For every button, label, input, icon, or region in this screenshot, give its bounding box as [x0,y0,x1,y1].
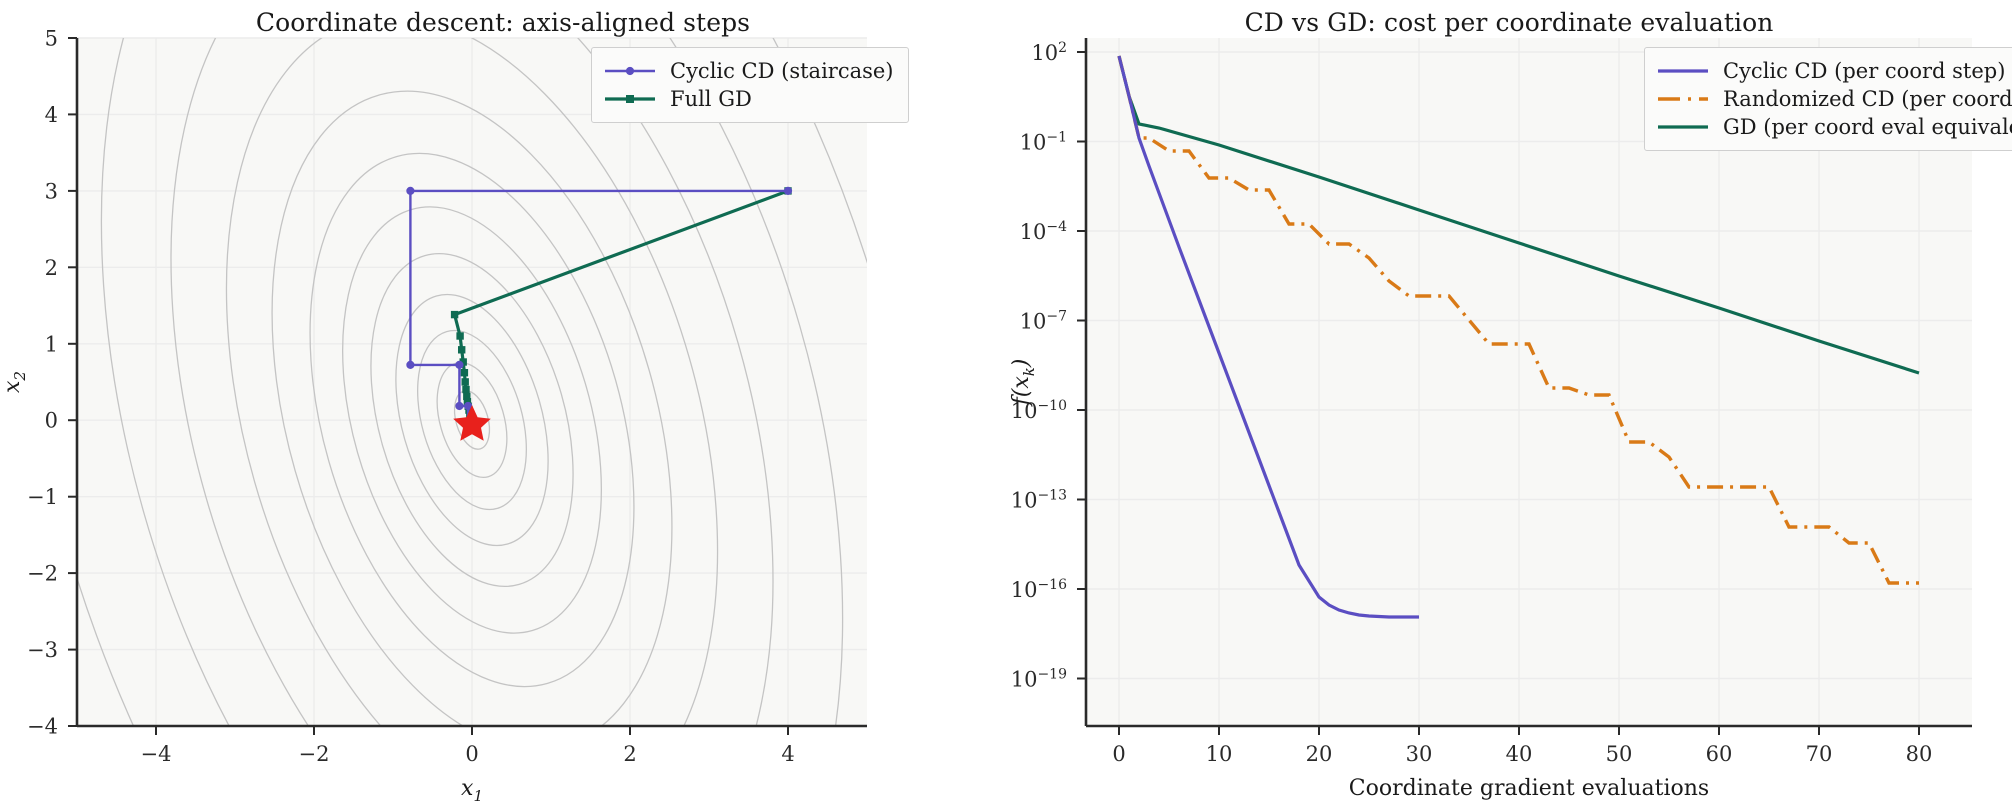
left-grid-vertical [155,38,789,726]
series-cyclic-cd-per-coord-step [1117,55,1419,619]
optimum-star-marker [453,405,491,441]
right-ylabel: f(xk) [1009,359,1038,408]
left-plot-panel: Coordinate descent: axis-aligned steps [0,8,909,805]
svg-text:1: 1 [45,332,58,356]
legend-item-gd-equivalent[interactable]: GD (per coord eval equivalent) [1656,113,2012,141]
legend-label-randomized-cd: Randomized CD (per coord step) [1723,86,2012,111]
right-grid-vertical [1118,38,1920,726]
svg-text:−4: −4 [27,715,58,739]
right-xlabel: Coordinate gradient evaluations [1349,776,1709,801]
svg-text:10: 10 [1206,742,1233,766]
svg-text:10−4: 10−4 [1020,219,1067,244]
legend-sample-randomized-cd [1658,97,1708,101]
legend-sample-cyclic-cd-step [1658,69,1708,73]
svg-text:0: 0 [1112,742,1125,766]
svg-text:10−16: 10−16 [1011,577,1067,602]
right-y-ticks: 102 10−1 10−4 10−7 10−10 10−13 10−16 10−… [1011,40,1086,692]
series-cyclic-cd [406,186,793,419]
left-xlabel: x1 [461,776,483,805]
svg-text:3: 3 [45,179,58,203]
right-plot-title: CD vs GD: cost per coordinate evaluation [1244,8,1774,37]
svg-text:4: 4 [45,103,58,127]
svg-text:10−7: 10−7 [1020,309,1067,334]
svg-text:20: 20 [1306,742,1333,766]
legend-item-cyclic-cd[interactable]: Cyclic CD (staircase) [603,57,894,85]
svg-text:−4: −4 [141,742,172,766]
svg-text:0: 0 [45,409,58,433]
legend-label-gd-equivalent: GD (per coord eval equivalent) [1723,114,2012,139]
series-randomized-cd [1117,55,1919,585]
svg-text:102: 102 [1031,40,1067,65]
right-plot-legend: Cyclic CD (per coord step) Randomized CD… [1644,47,2012,151]
left-plot-legend: Cyclic CD (staircase) Full GD [591,47,909,123]
svg-text:5: 5 [45,27,58,51]
left-axes: 5 4 3 2 1 0 −1 −2 −3 −4 − [0,27,867,805]
legend-label-cyclic-cd: Cyclic CD (staircase) [670,58,894,83]
svg-text:70: 70 [1806,742,1833,766]
svg-text:60: 60 [1706,742,1733,766]
svg-text:10−19: 10−19 [1011,667,1067,692]
svg-text:10−13: 10−13 [1011,488,1067,513]
legend-sample-cyclic-cd [605,66,655,76]
left-y-ticks: 5 4 3 2 1 0 −1 −2 −3 −4 [27,27,77,739]
right-x-ticks: 0 10 20 30 40 50 60 70 80 [1112,726,1932,766]
svg-text:40: 40 [1506,742,1533,766]
legend-item-full-gd[interactable]: Full GD [603,85,894,113]
svg-text:0: 0 [465,742,478,766]
left-plot-title: Coordinate descent: axis-aligned steps [255,8,751,37]
svg-text:−2: −2 [27,562,58,586]
svg-text:−1: −1 [27,485,58,509]
svg-text:2: 2 [623,742,636,766]
svg-text:50: 50 [1606,742,1633,766]
left-x-ticks: −4 −2 0 2 4 [141,726,795,766]
right-plot-background [1086,38,1972,726]
svg-text:−3: −3 [27,638,58,662]
svg-text:2: 2 [45,256,58,280]
legend-item-randomized-cd[interactable]: Randomized CD (per coord step) [1656,85,2012,113]
svg-text:4: 4 [781,742,794,766]
legend-item-cyclic-cd-step[interactable]: Cyclic CD (per coord step) [1656,57,2012,85]
contour-level-sets [77,38,867,726]
svg-text:80: 80 [1906,742,1933,766]
right-plot-panel: CD vs GD: cost per coordinate evaluation [1006,0,2012,810]
legend-label-cyclic-cd-step: Cyclic CD (per coord step) [1723,58,2006,83]
legend-sample-full-gd [605,95,655,103]
svg-text:30: 30 [1406,742,1433,766]
right-axes: 102 10−1 10−4 10−7 10−10 10−13 10−16 10−… [1009,38,1972,801]
legend-sample-gd-equivalent [1658,125,1708,129]
left-ylabel: x2 [0,371,29,393]
cd-markers [406,186,793,411]
series-gd-per-coord-eval [1117,55,1920,375]
svg-text:10−1: 10−1 [1020,130,1067,155]
legend-label-full-gd: Full GD [670,86,752,111]
svg-text:−2: −2 [299,742,330,766]
